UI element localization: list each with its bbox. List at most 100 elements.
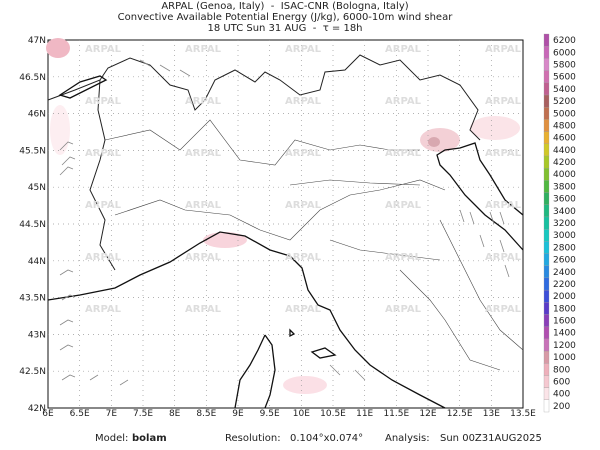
footer-label: Model: <box>95 433 128 444</box>
watermark: ARPAL <box>185 148 222 159</box>
watermark: ARPAL <box>485 252 522 263</box>
colorbar-box <box>543 253 550 266</box>
colorbar-box <box>543 399 550 413</box>
watermark: ARPAL <box>185 44 222 55</box>
header-line: 18 UTC Sun 31 AUG - τ = 18h <box>207 23 362 34</box>
colorbar-label: 3000 <box>553 231 576 241</box>
lake <box>58 75 108 99</box>
watermark: ARPAL <box>85 252 122 263</box>
watermark: ARPAL <box>285 96 322 107</box>
colorbar-label: 1800 <box>553 304 576 314</box>
colorbar-box <box>543 155 550 169</box>
colorbar-label: 5400 <box>553 85 576 95</box>
lat-label: 44.5N <box>19 220 46 230</box>
footer-value: Sun 00Z31AUG2025 <box>440 433 542 444</box>
colorbar-label: 5800 <box>553 60 576 70</box>
colorbar-box <box>543 241 550 254</box>
coastline <box>234 334 276 409</box>
colorbar-label: 5000 <box>553 109 576 119</box>
colorbar-label: 800 <box>553 365 570 375</box>
header-line: ARPAL (Genoa, Italy) - ISAC-CNR (Bologna… <box>161 1 408 12</box>
colorbar-label: 6200 <box>553 36 576 46</box>
colorbar-box <box>543 46 550 59</box>
colorbar-label: 2200 <box>553 280 576 290</box>
watermark: ARPAL <box>85 44 122 55</box>
colorbar-box <box>543 228 550 242</box>
header-line: Convective Available Potential Energy (J… <box>118 12 454 23</box>
colorbar-label: 5600 <box>553 73 576 83</box>
colorbar-box <box>543 204 550 218</box>
watermark: ARPAL <box>285 252 322 263</box>
colorbar-label: 600 <box>553 378 570 388</box>
footer-label: Analysis: <box>385 433 430 444</box>
colorbar-box <box>543 180 550 193</box>
coastline <box>436 142 524 251</box>
colorbar-box <box>543 350 550 364</box>
lon-label: 11E <box>356 409 373 419</box>
watermark: ARPAL <box>485 148 522 159</box>
colorbar-label: 4600 <box>553 134 576 144</box>
wind-barbs <box>59 59 510 386</box>
watermark: ARPAL <box>385 252 422 263</box>
colorbar-label: 4000 <box>553 170 576 180</box>
colorbar-label: 2800 <box>553 243 576 253</box>
lat-label: 46.5N <box>19 73 46 83</box>
lat-label: 45N <box>28 183 46 193</box>
lon-label: 8.5E <box>196 409 216 419</box>
colorbar-box <box>543 58 550 71</box>
colorbar-box <box>543 107 550 120</box>
lon-label: 9E <box>232 409 244 419</box>
watermark: ARPAL <box>285 200 322 211</box>
colorbar-box <box>543 192 550 205</box>
colorbar-label: 3800 <box>553 182 576 192</box>
lon-label: 13.5E <box>510 409 536 419</box>
colorbar-box <box>543 375 550 388</box>
colorbar-box <box>543 289 550 303</box>
watermark: ARPAL <box>485 96 522 107</box>
lon-label: 9.5E <box>260 409 280 419</box>
lat-label: 42N <box>28 404 46 414</box>
colorbar-label: 3200 <box>553 219 576 229</box>
border <box>89 79 116 271</box>
footer-value: bolam <box>132 433 167 444</box>
watermark: ARPAL <box>385 304 422 315</box>
lat-label: 43.5N <box>19 294 46 304</box>
colorbar-box <box>543 82 550 96</box>
colorbar-label: 200 <box>553 402 570 412</box>
colorbar: 200 400 600 800 1000 1200 1400 1600 1800 2000 2200… <box>543 33 576 413</box>
watermark: ARPAL <box>85 304 122 315</box>
watermark: ARPAL <box>285 44 322 55</box>
colorbar-label: 4400 <box>553 146 576 156</box>
lon-label: 8E <box>169 409 181 419</box>
colorbar-box <box>543 363 550 376</box>
lon-label: 6.5E <box>70 409 90 419</box>
colorbar-box <box>543 314 550 327</box>
lat-label: 46N <box>28 110 46 120</box>
colorbar-box <box>543 131 550 144</box>
colorbar-box <box>543 265 550 279</box>
lon-label: 10E <box>293 409 310 419</box>
lon-label: 11.5E <box>383 409 409 419</box>
colorbar-label: 3600 <box>553 195 576 205</box>
watermark: ARPAL <box>485 44 522 55</box>
map: ARPAL ARPAL ARPAL ARPAL ARPAL ARPAL ARPAL ARPAL… <box>46 38 524 409</box>
lon-label: 10.5E <box>320 409 346 419</box>
watermark: ARPAL <box>485 200 522 211</box>
lon-label: 12.5E <box>447 409 473 419</box>
colorbar-label: 2600 <box>553 256 576 266</box>
lat-label: 44N <box>28 257 46 267</box>
colorbar-label: 3400 <box>553 207 576 217</box>
border <box>47 54 481 141</box>
coastline <box>47 231 446 409</box>
colorbar-box <box>543 167 550 181</box>
watermark: ARPAL <box>185 200 222 211</box>
colorbar-box <box>543 70 550 83</box>
colorbar-box <box>543 94 550 108</box>
colorbar-label: 1000 <box>553 353 576 363</box>
lon-label: 7E <box>106 409 118 419</box>
footer-label: Resolution: <box>225 433 281 444</box>
colorbar-box <box>543 216 550 230</box>
watermark: ARPAL <box>385 96 422 107</box>
lat-label: 43N <box>28 330 46 340</box>
